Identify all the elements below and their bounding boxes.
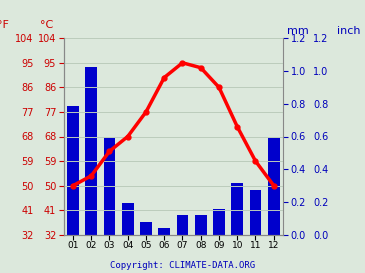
Text: Copyright: CLIMATE-DATA.ORG: Copyright: CLIMATE-DATA.ORG bbox=[110, 261, 255, 270]
Y-axis label: mm: mm bbox=[287, 26, 309, 36]
Bar bbox=[177, 215, 188, 235]
Bar bbox=[268, 138, 280, 235]
Bar bbox=[104, 138, 115, 235]
Y-axis label: inch: inch bbox=[337, 26, 360, 36]
Y-axis label: °C: °C bbox=[40, 20, 53, 30]
Bar bbox=[195, 215, 207, 235]
Bar bbox=[85, 67, 97, 235]
Bar bbox=[122, 203, 134, 235]
Y-axis label: °F: °F bbox=[0, 20, 8, 30]
Bar bbox=[213, 209, 225, 235]
Bar bbox=[158, 228, 170, 235]
Bar bbox=[67, 106, 79, 235]
Bar bbox=[140, 222, 152, 235]
Bar bbox=[231, 183, 243, 235]
Bar bbox=[250, 190, 261, 235]
